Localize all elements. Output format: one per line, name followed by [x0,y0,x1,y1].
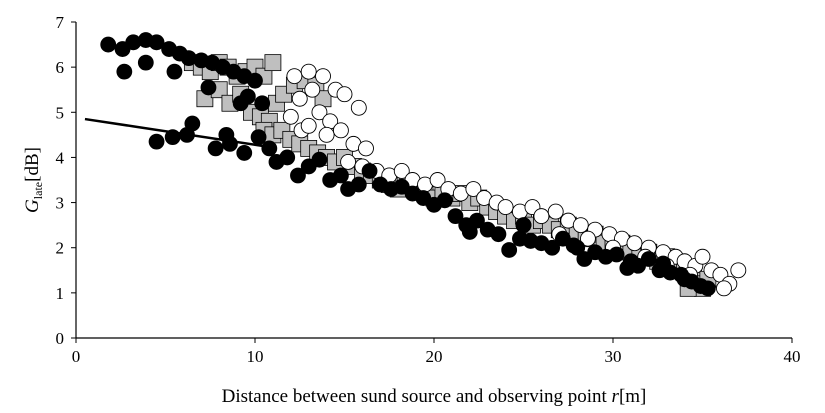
data-point-circle-filled [250,129,267,146]
data-point-circle-open [497,199,514,216]
data-point-circle-filled [655,255,672,272]
data-point-circle-open [282,108,299,125]
x-tick-label: 10 [247,347,264,366]
data-point-circle-open [286,68,303,85]
x-axis-label-text: Distance between sund source and observi… [222,386,612,407]
data-point-circle-filled [640,251,657,267]
data-point-circle-filled [247,72,263,89]
data-point-circle-open [572,217,589,234]
x-tick-label: 20 [426,347,443,366]
data-point-circle-open [465,181,482,197]
x-axis-label: Distance between sund source and observi… [222,386,647,407]
data-point-circle-open [429,172,446,188]
y-tick-label: 0 [56,329,65,348]
data-point-circle-open [358,140,374,157]
data-point-circle-filled [166,63,183,80]
y-axis-ticks: 0 1 2 3 4 5 6 7 [56,13,76,348]
data-point-circle-filled [100,36,117,53]
data-point-circle-open [393,163,410,179]
data-point-circle-filled [608,246,625,263]
fit-line [84,117,265,148]
data-point-circle-open [716,280,732,297]
y-tick-label: 6 [56,58,65,77]
data-point-circle-filled [232,95,249,112]
data-point-circle-filled [490,226,507,243]
y-axis-label-sub: late [31,182,45,199]
data-point-circle-filled [137,54,154,71]
data-point-circle-filled [447,208,464,225]
data-point-circle-open [340,153,357,170]
data-point-circle-filled [261,140,278,157]
data-point-circle-open [533,208,550,225]
y-axis-label: Glate[dB] [22,147,45,213]
data-point-circle-open [626,235,643,252]
data-point-circle-open [730,262,747,279]
data-point-circle-open [315,68,331,85]
data-point-circle-filled [207,140,224,157]
data-point-circle-filled [623,253,639,270]
data-point-circle-open [291,90,308,107]
y-tick-label: 3 [56,194,65,213]
data-point-circle-filled [311,151,328,168]
data-point-circle-open [300,117,317,134]
axes: 0 10 20 30 40 0 1 2 3 4 5 6 7 [56,13,801,366]
data-point-circle-open [350,99,367,116]
data-point-circle-open [332,122,349,139]
data-point-circle-filled [290,167,306,184]
data-point-circle-filled [254,95,271,112]
data-point-circle-filled [200,79,217,96]
data-point-circle-open [318,126,335,143]
data-point-circle-open [694,248,711,265]
data-point-circle-filled [569,239,586,256]
data-point-circle-open [304,81,321,98]
x-axis-ticks: 0 10 20 30 40 [72,338,801,366]
y-axis-label-unit: [dB] [22,147,43,182]
data-point-circle-filled [436,192,453,209]
data-point-circle-filled [699,280,716,297]
y-tick-label: 5 [56,103,65,122]
y-tick-label: 4 [56,148,65,167]
x-tick-label: 0 [72,347,81,366]
y-axis-label-var: G [22,199,43,213]
data-point-circle-open [547,203,564,220]
data-point-circle-filled [116,63,133,80]
data-point-circle-filled [279,149,296,166]
x-tick-label: 30 [605,347,622,366]
data-point-circle-filled [148,34,165,51]
data-point-circle-open [311,104,328,121]
data-point-circle-filled [333,167,349,184]
x-axis-label-unit: [m] [619,386,646,407]
data-point-circle-open [300,63,317,80]
data-point-circle-filled [461,224,478,240]
data-point-circle-filled [469,212,485,229]
data-point-circle-filled [544,239,561,256]
x-tick-label: 40 [784,347,801,366]
data-point-circle-open [579,230,596,247]
y-tick-label: 2 [56,239,65,258]
data-point-square [264,54,282,72]
data-point-circle-filled [148,133,165,150]
data-point-circle-filled [515,217,532,234]
y-tick-label: 7 [56,13,65,32]
y-tick-label: 1 [56,284,65,303]
data-point-circle-filled [676,271,693,288]
x-axis-label-var: r [612,386,620,407]
data-point-circle-filled [236,145,253,161]
data-point-circle-filled [501,242,518,258]
plot-marks [84,32,747,297]
data-point-circle-open [336,86,353,103]
data-point-circle-filled [350,176,367,193]
data-point-circle-filled [361,163,378,179]
data-point-circle-filled [222,135,238,152]
